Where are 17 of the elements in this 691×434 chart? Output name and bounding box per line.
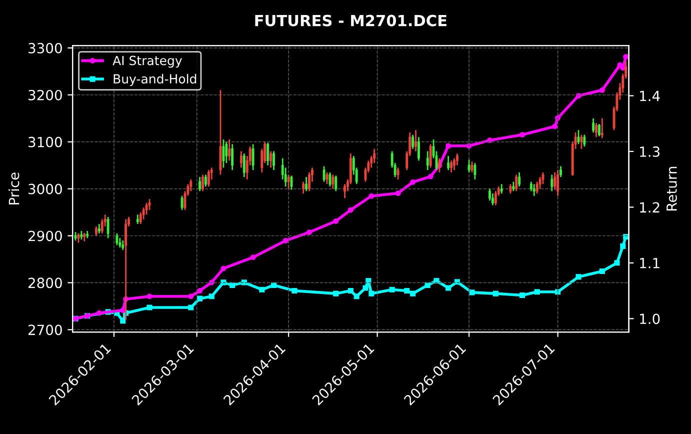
- y2-tick-label: 1.4: [640, 90, 660, 101]
- chart-title: FUTURES - M2701.DCE: [255, 14, 446, 26]
- y-tick-label: 2700: [28, 324, 62, 336]
- y2-tick-label: 1.0: [640, 314, 660, 324]
- y2-axis-title: Return: [666, 166, 677, 210]
- y-tick-label: 2900: [28, 230, 62, 242]
- y-tick-label: 2800: [28, 278, 62, 288]
- y2-tick-label: 1.1: [640, 258, 660, 268]
- y-tick-label: 3200: [28, 90, 62, 100]
- y2-tick-label: 1.2: [640, 202, 660, 212]
- y-tick-label: 3100: [28, 136, 62, 148]
- y-axis-title: Price: [8, 172, 20, 204]
- y2-tick-label: 1.3: [640, 146, 660, 157]
- y-tick-label: 3300: [28, 42, 62, 54]
- legend-label: Buy-and-Hold: [114, 74, 196, 86]
- y-tick-label: 3000: [28, 184, 62, 194]
- legend-label: AI Strategy: [112, 56, 182, 68]
